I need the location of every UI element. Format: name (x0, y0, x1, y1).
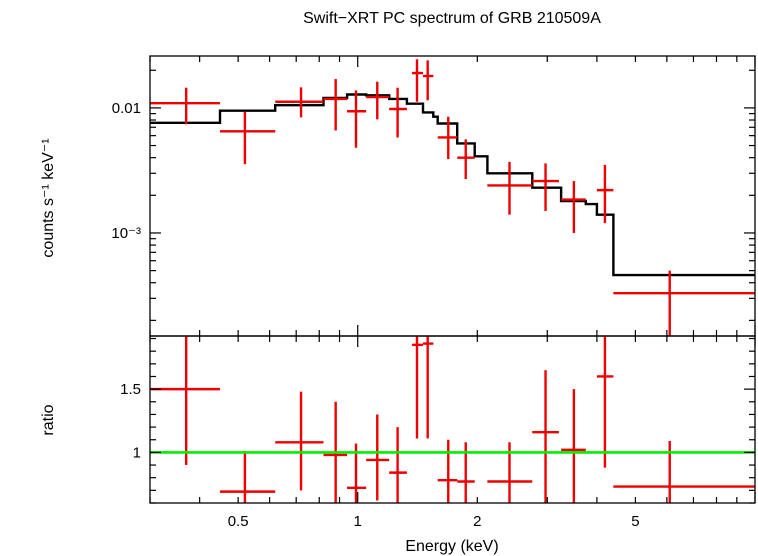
y-tick-label: 1 (133, 444, 141, 461)
x-axis-label: Energy (keV) (405, 538, 498, 555)
ratio-panel: 0.5 1 2 5 1 1.5 ratio (40, 335, 756, 530)
x-tick-label: 5 (631, 513, 639, 530)
y-tick-label: 10⁻³ (111, 225, 141, 242)
ratio-axes: 0.5 1 2 5 1 1.5 (120, 335, 756, 530)
spectrum-y-axis-label: counts s⁻¹ keV⁻¹ (40, 138, 57, 257)
x-tick-label: 0.5 (228, 513, 249, 530)
model-step-line (150, 93, 755, 277)
spectrum-panel: 0.01 10⁻³ counts s⁻¹ keV⁻¹ (40, 55, 756, 337)
ratio-marks (150, 336, 755, 503)
x-tick-label: 1 (354, 513, 362, 530)
ratio-y-axis-label: ratio (40, 404, 57, 435)
chart-title: Swift−XRT PC spectrum of GRB 210509A (303, 10, 601, 27)
y-tick-label: 1.5 (120, 381, 141, 398)
y-tick-label: 0.01 (112, 100, 141, 117)
spectrum-marks (150, 59, 755, 336)
x-tick-label: 2 (473, 513, 481, 530)
ratio-frame (149, 335, 756, 504)
